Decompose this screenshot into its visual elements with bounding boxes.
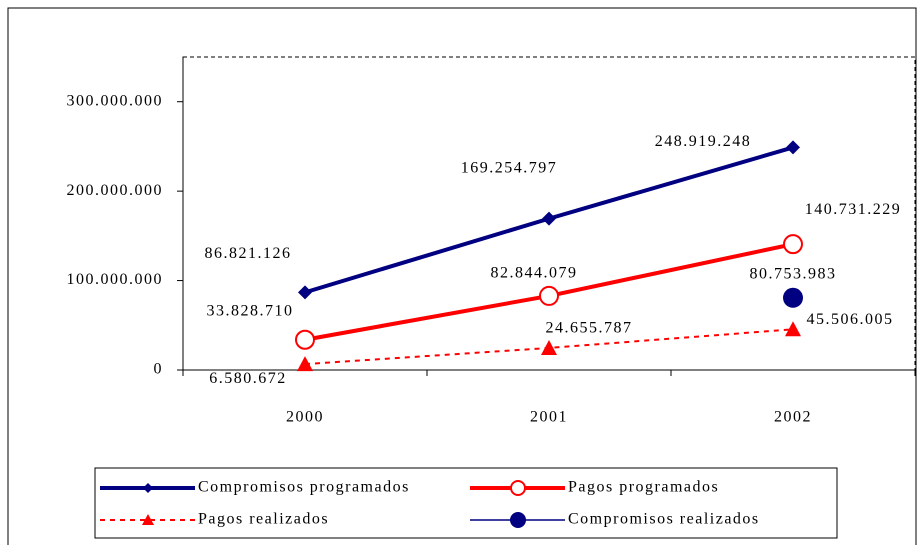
- legend-marker: [142, 514, 154, 525]
- x-tick-label: 2002: [774, 409, 812, 426]
- legend-label: Compromisos programados: [198, 479, 410, 496]
- legend-label: Pagos realizados: [198, 511, 329, 528]
- marker: [295, 329, 315, 350]
- legend-marker: [510, 512, 526, 528]
- chart-border: [7, 7, 917, 545]
- x-tick-label: 2001: [530, 409, 568, 426]
- data-label: 24.655.787: [546, 320, 633, 337]
- data-label: 80.753.983: [750, 265, 837, 282]
- legend-label: Compromisos realizados: [568, 511, 760, 528]
- data-label: 169.254.797: [461, 159, 558, 176]
- marker: [298, 285, 312, 300]
- y-tick-label: 0: [154, 361, 164, 378]
- data-label: 6.580.672: [209, 370, 287, 387]
- data-label: 86.821.126: [205, 245, 292, 262]
- marker: [542, 211, 556, 226]
- data-label: 33.828.710: [207, 302, 294, 319]
- data-label: 140.731.229: [805, 201, 902, 218]
- y-tick-label: 200.000.000: [67, 182, 164, 199]
- legend-marker: [510, 480, 526, 496]
- marker: [783, 287, 803, 308]
- legend-label: Pagos programados: [568, 479, 719, 496]
- y-tick-label: 300.000.000: [67, 92, 164, 109]
- legend-marker: [143, 483, 153, 493]
- data-label: 248.919.248: [655, 133, 752, 150]
- y-tick-label: 100.000.000: [67, 271, 164, 288]
- marker: [539, 285, 559, 306]
- legend: [94, 467, 838, 539]
- data-label: 45.506.005: [807, 311, 894, 328]
- x-tick-label: 2000: [286, 409, 324, 426]
- marker: [541, 339, 557, 355]
- marker: [785, 321, 801, 337]
- data-label: 82.844.079: [491, 265, 578, 282]
- marker: [783, 234, 803, 255]
- marker: [786, 140, 800, 155]
- marker: [297, 356, 313, 372]
